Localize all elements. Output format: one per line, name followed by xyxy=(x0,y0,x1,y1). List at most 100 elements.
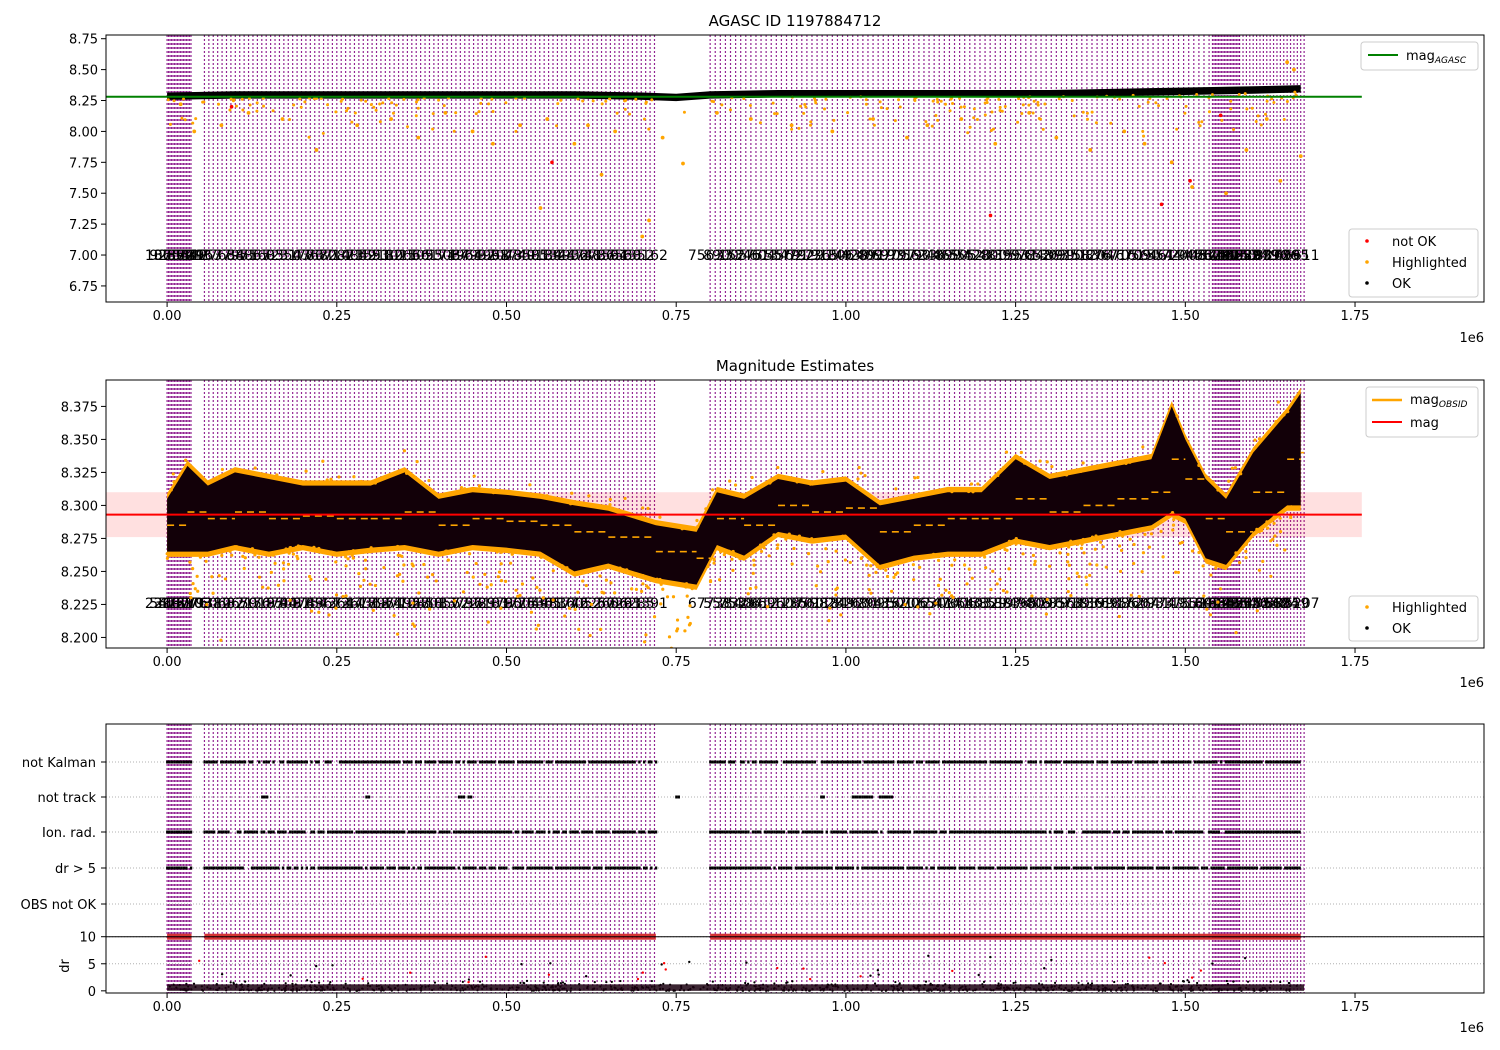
flag-marker xyxy=(984,866,988,870)
highlighted-point xyxy=(369,103,373,107)
flag-marker xyxy=(381,866,385,870)
flag-marker xyxy=(1060,830,1064,834)
flag-marker xyxy=(460,830,463,834)
dr-point xyxy=(310,981,313,984)
flag-marker xyxy=(1110,760,1114,764)
highlighted-point xyxy=(738,556,742,561)
highlighted-point xyxy=(930,124,934,128)
highlighted-point xyxy=(675,629,679,633)
flag-marker xyxy=(614,760,617,764)
obsid-label: 65263 xyxy=(1024,248,1069,264)
highlighted-point xyxy=(598,574,602,578)
flag-marker xyxy=(1293,830,1297,834)
flag-marker xyxy=(269,866,273,870)
highlighted-point xyxy=(298,97,302,101)
flag-marker xyxy=(868,760,871,764)
flag-marker xyxy=(989,866,992,870)
highlighted-point xyxy=(642,640,647,644)
flag-marker xyxy=(334,830,337,834)
highlighted-point xyxy=(1081,461,1085,465)
highlighted-point xyxy=(229,97,233,101)
flag-marker xyxy=(498,760,501,764)
obsid-label: 11285 xyxy=(764,596,809,612)
obsid-label: 36538 xyxy=(597,248,642,264)
highlighted-point xyxy=(351,556,355,560)
highlighted-point xyxy=(1271,537,1275,541)
flag-marker xyxy=(870,795,874,799)
highlighted-point xyxy=(334,560,338,564)
highlighted-point xyxy=(234,104,238,108)
highlighted-point xyxy=(1245,107,1249,111)
flag-marker xyxy=(1146,866,1149,870)
flag-marker xyxy=(1039,866,1042,870)
flag-marker xyxy=(619,760,622,764)
highlighted-point xyxy=(499,579,504,583)
highlighted-point xyxy=(892,575,896,579)
flag-marker xyxy=(854,795,857,799)
flag-marker xyxy=(825,830,828,834)
highlighted-point xyxy=(998,105,1002,109)
highlighted-point xyxy=(821,470,825,474)
flag-marker xyxy=(1108,866,1111,870)
flag-marker xyxy=(930,760,933,764)
dr-point xyxy=(367,982,370,985)
highlighted-point xyxy=(1255,609,1259,613)
highlighted-point xyxy=(198,555,202,559)
flag-marker xyxy=(324,760,327,764)
flag-marker xyxy=(1146,760,1149,764)
highlighted-point xyxy=(688,604,692,608)
flag-marker xyxy=(296,830,299,834)
flag-marker xyxy=(326,760,330,764)
flag-marker xyxy=(896,760,900,764)
highlighted-point xyxy=(1041,127,1045,131)
obsid-label: 83726 xyxy=(1255,248,1300,264)
highlighted-point xyxy=(427,479,431,483)
highlighted-point xyxy=(454,111,458,115)
highlighted-point xyxy=(897,98,901,102)
flag-marker xyxy=(419,760,423,764)
highlighted-point xyxy=(1214,566,1218,570)
highlighted-point xyxy=(363,558,368,562)
flag-marker xyxy=(1115,830,1118,834)
flag-marker xyxy=(1269,830,1273,834)
obsid-label: 23731 xyxy=(557,248,602,264)
flag-marker xyxy=(1022,830,1026,834)
highlighted-point xyxy=(398,554,402,558)
highlighted-point xyxy=(395,632,400,636)
flag-marker xyxy=(1272,830,1275,834)
flag-marker xyxy=(1034,830,1038,834)
highlighted-point xyxy=(1195,93,1199,97)
flag-marker xyxy=(1265,866,1268,870)
obsid-label: 93084 xyxy=(425,248,470,264)
flag-marker xyxy=(835,830,838,834)
flag-marker xyxy=(823,760,826,764)
highlighted-point xyxy=(983,555,987,559)
not-ok-point xyxy=(988,213,993,218)
dr-point xyxy=(220,973,224,976)
highlighted-point xyxy=(1081,110,1085,114)
flag-marker xyxy=(552,830,556,834)
obsid-label: 94352 xyxy=(610,248,655,264)
flag-marker xyxy=(562,830,565,834)
flag-marker xyxy=(1139,866,1142,870)
highlighted-point xyxy=(266,586,270,590)
highlighted-point xyxy=(1118,529,1122,534)
highlighted-point xyxy=(947,591,951,595)
highlighted-point xyxy=(1002,465,1006,470)
flag-marker xyxy=(982,760,985,764)
flag-marker xyxy=(894,866,897,870)
obsid-label: 67231 xyxy=(253,248,298,264)
flag-marker xyxy=(391,866,394,870)
flag-marker xyxy=(960,866,964,870)
flag-marker xyxy=(590,830,594,834)
flag-marker xyxy=(899,866,902,870)
flag-marker xyxy=(1141,830,1144,834)
highlighted-point xyxy=(748,117,753,121)
panel-magnitude-estimates: Magnitude Estimates 23962547832667757690… xyxy=(61,357,1485,691)
highlighted-point xyxy=(514,588,518,592)
x-tick-label: 0.00 xyxy=(153,309,182,324)
flag-marker xyxy=(1267,830,1270,834)
highlighted-point xyxy=(856,477,860,481)
flag-marker xyxy=(737,866,741,870)
